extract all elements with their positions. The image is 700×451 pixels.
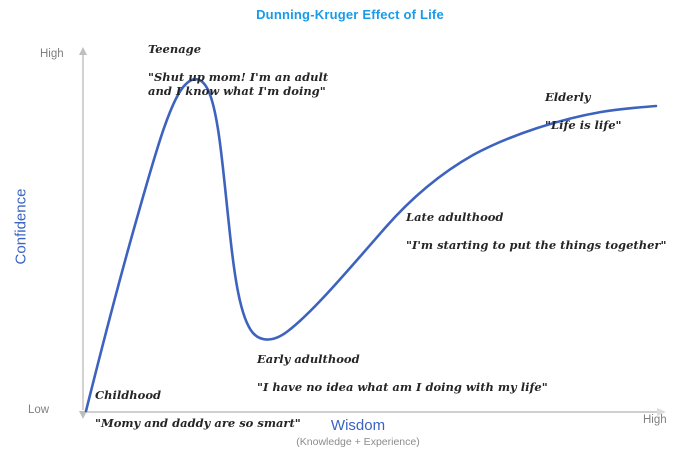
annotation-childhood: Childhood "Momy and daddy are so smart": [95, 374, 301, 444]
annotation-childhood-quote: "Momy and daddy are so smart": [95, 416, 301, 430]
x-axis-arrow-right-icon: [657, 408, 666, 416]
annotation-early-adulthood: Early adulthood "I have no idea what am …: [257, 338, 548, 408]
annotation-late-adulthood-label: Late adulthood: [406, 210, 504, 224]
annotation-elderly-label: Elderly: [545, 90, 591, 104]
annotation-teenage-quote: "Shut up mom! I'm an adult and I know wh…: [148, 70, 329, 98]
annotation-teenage: Teenage "Shut up mom! I'm an adult and I…: [148, 28, 328, 112]
y-axis-arrow-down-icon: [79, 411, 87, 419]
x-axis-title: Wisdom: [330, 417, 386, 434]
chart-title: Dunning-Kruger Effect of Life: [256, 7, 444, 22]
y-axis-low-label: Low: [28, 404, 50, 416]
annotation-late-adulthood: Late adulthood "I'm starting to put the …: [406, 196, 666, 266]
y-axis-arrow-up-icon: [79, 47, 87, 55]
annotation-childhood-label: Childhood: [95, 388, 162, 402]
x-axis-subtitle: (Knowledge + Experience): [296, 436, 420, 448]
y-axis-high-label: High: [40, 48, 64, 60]
annotation-late-adulthood-quote: "I'm starting to put the things together…: [406, 238, 667, 252]
annotation-early-adulthood-label: Early adulthood: [257, 352, 360, 366]
y-axis-title: Confidence: [12, 188, 30, 265]
annotation-early-adulthood-quote: "I have no idea what am I doing with my …: [257, 380, 548, 394]
x-axis-high-label: High: [643, 414, 667, 426]
annotation-teenage-label: Teenage: [148, 42, 202, 56]
annotation-elderly: Elderly "Life is life": [545, 76, 622, 146]
annotation-elderly-quote: "Life is life": [545, 118, 622, 132]
confidence-curve: [84, 77, 658, 413]
